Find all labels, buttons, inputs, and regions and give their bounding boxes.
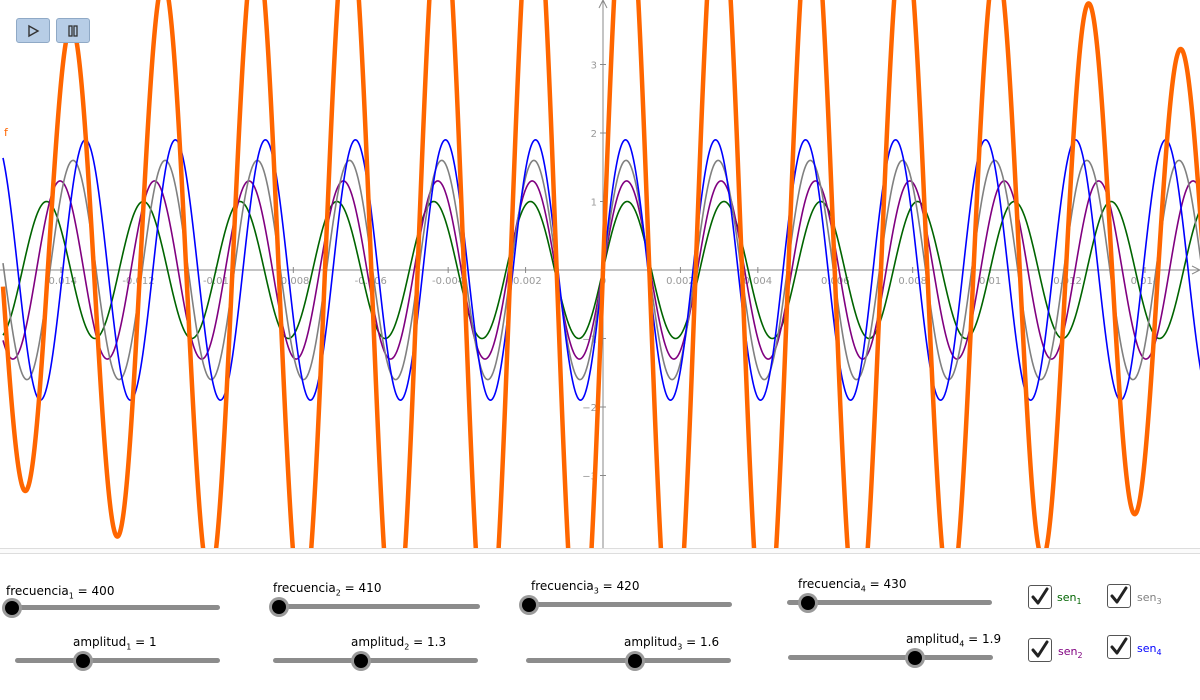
panel-divider xyxy=(0,548,1200,554)
pause-icon xyxy=(68,24,78,37)
amplitude-4-label: amplitud4 = 1.9 xyxy=(906,632,1002,649)
frequency-3-knob[interactable] xyxy=(522,598,537,612)
frequency-1-label: frecuencia1 = 400 xyxy=(6,584,115,601)
sen3-checkbox[interactable] xyxy=(1107,584,1131,608)
y-tick-label: 3 xyxy=(591,61,597,72)
x-tick-label: -0.008 xyxy=(277,276,309,287)
frequency-2-track[interactable] xyxy=(277,604,480,609)
checkmark-icon xyxy=(1110,637,1128,655)
x-tick-label: 0.002 xyxy=(666,276,695,287)
sen3-label: sen3 xyxy=(1137,591,1162,607)
amplitude-1-track[interactable] xyxy=(15,658,220,663)
frequency-1-knob[interactable] xyxy=(5,601,20,615)
frequency-1-track[interactable] xyxy=(10,605,220,610)
sen4-label: sen4 xyxy=(1137,642,1162,658)
amplitude-1-label: amplitud1 = 1 xyxy=(73,635,157,652)
amplitude-3-label: amplitud3 = 1.6 xyxy=(624,635,720,652)
sen1-checkbox[interactable] xyxy=(1028,585,1052,609)
checkmark-icon xyxy=(1031,640,1049,658)
x-tick-label: -0.004 xyxy=(432,276,464,287)
x-tick-label: 0.008 xyxy=(898,276,927,287)
y-tick-label: 1 xyxy=(591,198,597,209)
y-tick-label: 2 xyxy=(591,129,597,140)
x-tick-label: 0.004 xyxy=(744,276,773,287)
x-tick-label: -0.01 xyxy=(203,276,229,287)
function-plot: -0.014 -0.012 -0.01 -0.008 -0.006 -0.004 -0.00… xyxy=(0,0,1200,550)
x-tick-label: 0.01 xyxy=(979,276,1001,287)
frequency-3-label: frecuencia3 = 420 xyxy=(531,579,640,596)
frequency-4-knob[interactable] xyxy=(800,596,815,610)
graph-view[interactable]: -0.014 -0.012 -0.01 -0.008 -0.006 -0.004 -0.00… xyxy=(0,0,1200,550)
amplitude-2-knob[interactable] xyxy=(354,654,369,668)
play-button[interactable] xyxy=(16,18,50,43)
amplitude-4-knob[interactable] xyxy=(908,651,923,665)
pause-button[interactable] xyxy=(56,18,90,43)
frequency-2-label: frecuencia2 = 410 xyxy=(273,581,382,598)
frequency-4-label: frecuencia4 = 430 xyxy=(798,577,907,594)
checkmark-icon xyxy=(1110,586,1128,604)
sen2-checkbox[interactable] xyxy=(1028,638,1052,662)
amplitude-2-track[interactable] xyxy=(273,658,478,663)
y-tick-label: −2 xyxy=(582,403,597,414)
amplitude-3-knob[interactable] xyxy=(627,654,642,668)
sen1-label: sen1 xyxy=(1057,591,1082,607)
frequency-2-knob[interactable] xyxy=(272,600,287,614)
x-tick-label: 0.014 xyxy=(1131,276,1160,287)
x-tick-label: -0.002 xyxy=(509,276,541,287)
play-icon xyxy=(28,24,40,37)
checkmark-icon xyxy=(1031,587,1049,605)
sen4-checkbox[interactable] xyxy=(1107,635,1131,659)
frequency-4-track[interactable] xyxy=(787,600,992,605)
sum-series-label: f xyxy=(4,126,9,139)
y-axis-arrow xyxy=(598,0,608,9)
x-axis-arrow xyxy=(1191,265,1200,275)
y-tick-label: −3 xyxy=(582,472,597,483)
sen2-label: sen2 xyxy=(1058,645,1083,661)
series-f xyxy=(0,0,1200,550)
amplitude-4-track[interactable] xyxy=(788,655,993,660)
amplitude-2-label: amplitud2 = 1.3 xyxy=(351,635,447,652)
amplitude-1-knob[interactable] xyxy=(75,654,90,668)
frequency-3-track[interactable] xyxy=(527,602,732,607)
